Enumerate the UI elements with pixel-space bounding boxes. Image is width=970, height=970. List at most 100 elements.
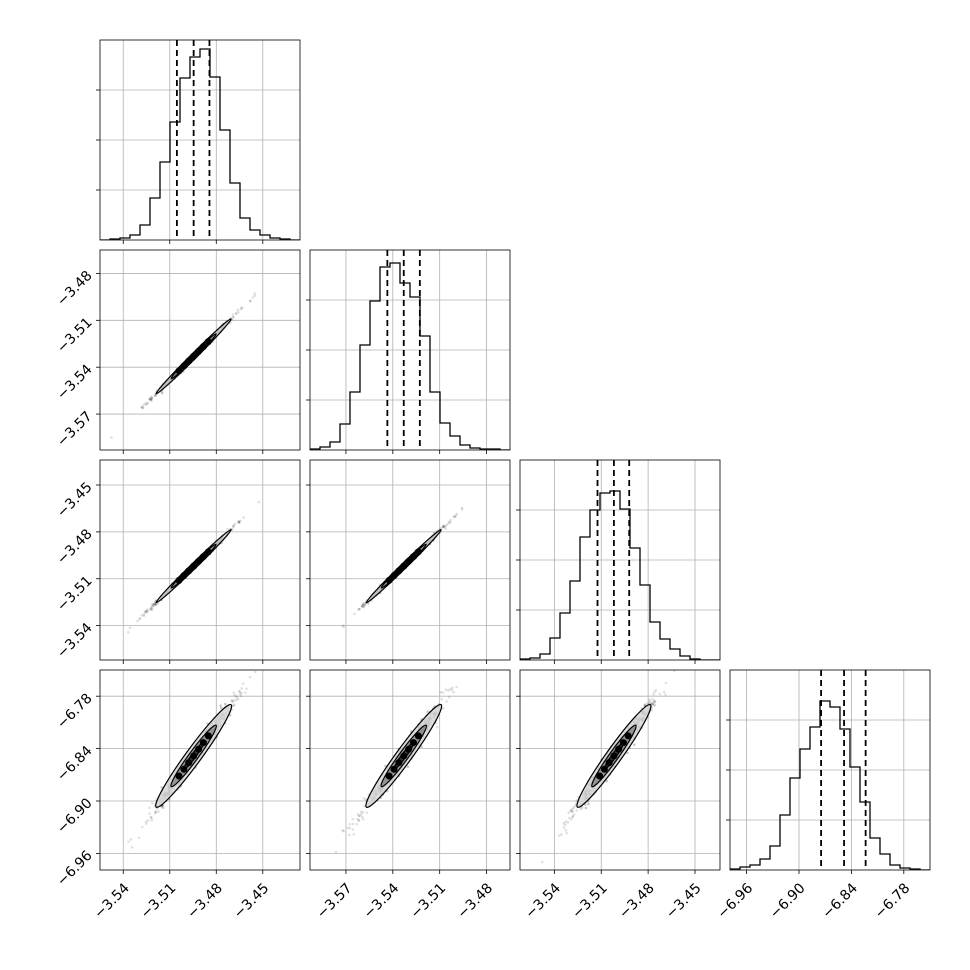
core-point [385,576,393,584]
sample-point [358,607,361,611]
sample-point [565,831,568,835]
y-tick-label-3-1: −6.90 [54,795,96,837]
sample-point [146,610,149,613]
sample-point [566,820,570,824]
sample-point [234,694,238,698]
sample-point [453,515,456,518]
sample-point [254,670,257,674]
x-tick-label-2-1: −3.51 [569,880,611,922]
sample-point [426,710,430,713]
sample-point [153,393,157,397]
x-tick-label-0-3: −3.45 [231,880,273,922]
sample-point [153,394,157,397]
sample-point [148,812,151,815]
sample-point [150,605,154,609]
y-tick-label-2-1: −3.51 [54,573,96,615]
sample-point [449,518,452,522]
core-point [395,567,403,575]
panel-2-0: −3.54 −3.51 −3.48 −3.45 [54,459,301,664]
sample-point [445,523,449,527]
x-tick-label-2-0: −3.54 [522,880,564,922]
core-point [199,343,207,350]
sample-point [363,603,366,606]
sample-point [452,515,456,519]
sample-point [150,396,153,400]
sample-point [362,797,366,800]
sample-point [266,645,269,648]
sample-point [580,806,584,810]
sample-point [562,826,566,829]
sample-point [236,308,239,312]
sample-point [653,690,656,694]
sample-point [145,608,149,611]
panel-1-0: −3.57 −3.54−3.51 −3.48 [54,249,301,454]
sample-point [439,526,443,530]
sample-point [153,602,157,606]
sample-point [237,520,241,523]
core-point [204,732,212,740]
sample-point [248,299,252,303]
sample-point [652,693,655,696]
sample-point [351,822,355,826]
sample-point [144,610,147,613]
sample-point [645,702,649,705]
y-tick-label-2-2: −3.48 [54,526,96,568]
x-tick-label-3-1: −6.90 [767,880,809,922]
sample-point [153,602,156,606]
sample-point [148,607,152,611]
sample-point [148,398,152,401]
core-point [199,553,207,561]
sample-point [348,826,352,830]
sample-point [454,514,458,517]
sample-point [626,751,629,755]
sample-point [219,704,222,707]
sample-point [161,806,165,809]
sample-point [662,690,666,694]
sample-point [562,822,566,825]
sample-point [361,603,365,607]
sample-point [249,299,252,303]
sample-point [146,401,149,404]
core-point [180,572,188,580]
sample-point [455,512,459,516]
sample-point [231,528,234,531]
panel-frame [519,459,721,661]
sample-point [233,703,236,707]
sample-point [442,525,445,529]
x-tick-label-0-1: −3.51 [138,880,180,922]
sample-point [144,402,147,405]
sample-point [560,833,563,836]
sample-point [242,516,245,519]
sample-point [654,688,658,692]
panel-1-1 [306,249,511,454]
core-point [619,739,627,747]
panel-3-3: −6.96 −6.90 −6.84 −6.78 [715,669,931,922]
sample-point [363,601,367,605]
sample-point [357,819,361,823]
sample-point [144,609,148,613]
sample-point [143,610,147,614]
sample-point [448,521,452,524]
sample-point [569,809,573,812]
core-point [204,548,212,556]
panel-frame [99,459,301,661]
sample-point [664,693,667,696]
sample-point [584,806,588,810]
panel-frame [99,669,301,871]
x-tick-label-1-2: −3.51 [408,880,450,922]
sample-point [441,707,445,710]
panel-3-2: −3.54 −3.51 −3.48 −3.45 [516,669,721,922]
sample-point [571,815,574,818]
sample-point [442,524,446,527]
sample-point [564,820,567,823]
sample-point [579,807,583,811]
sample-point [365,811,369,814]
core-point [204,338,212,346]
x-tick-label-3-3: −6.78 [872,880,914,922]
sample-point [232,524,235,528]
sample-point [571,815,574,819]
x-tick-label-1-0: −3.57 [314,880,356,922]
core-point [405,557,413,565]
sample-point [157,810,160,813]
